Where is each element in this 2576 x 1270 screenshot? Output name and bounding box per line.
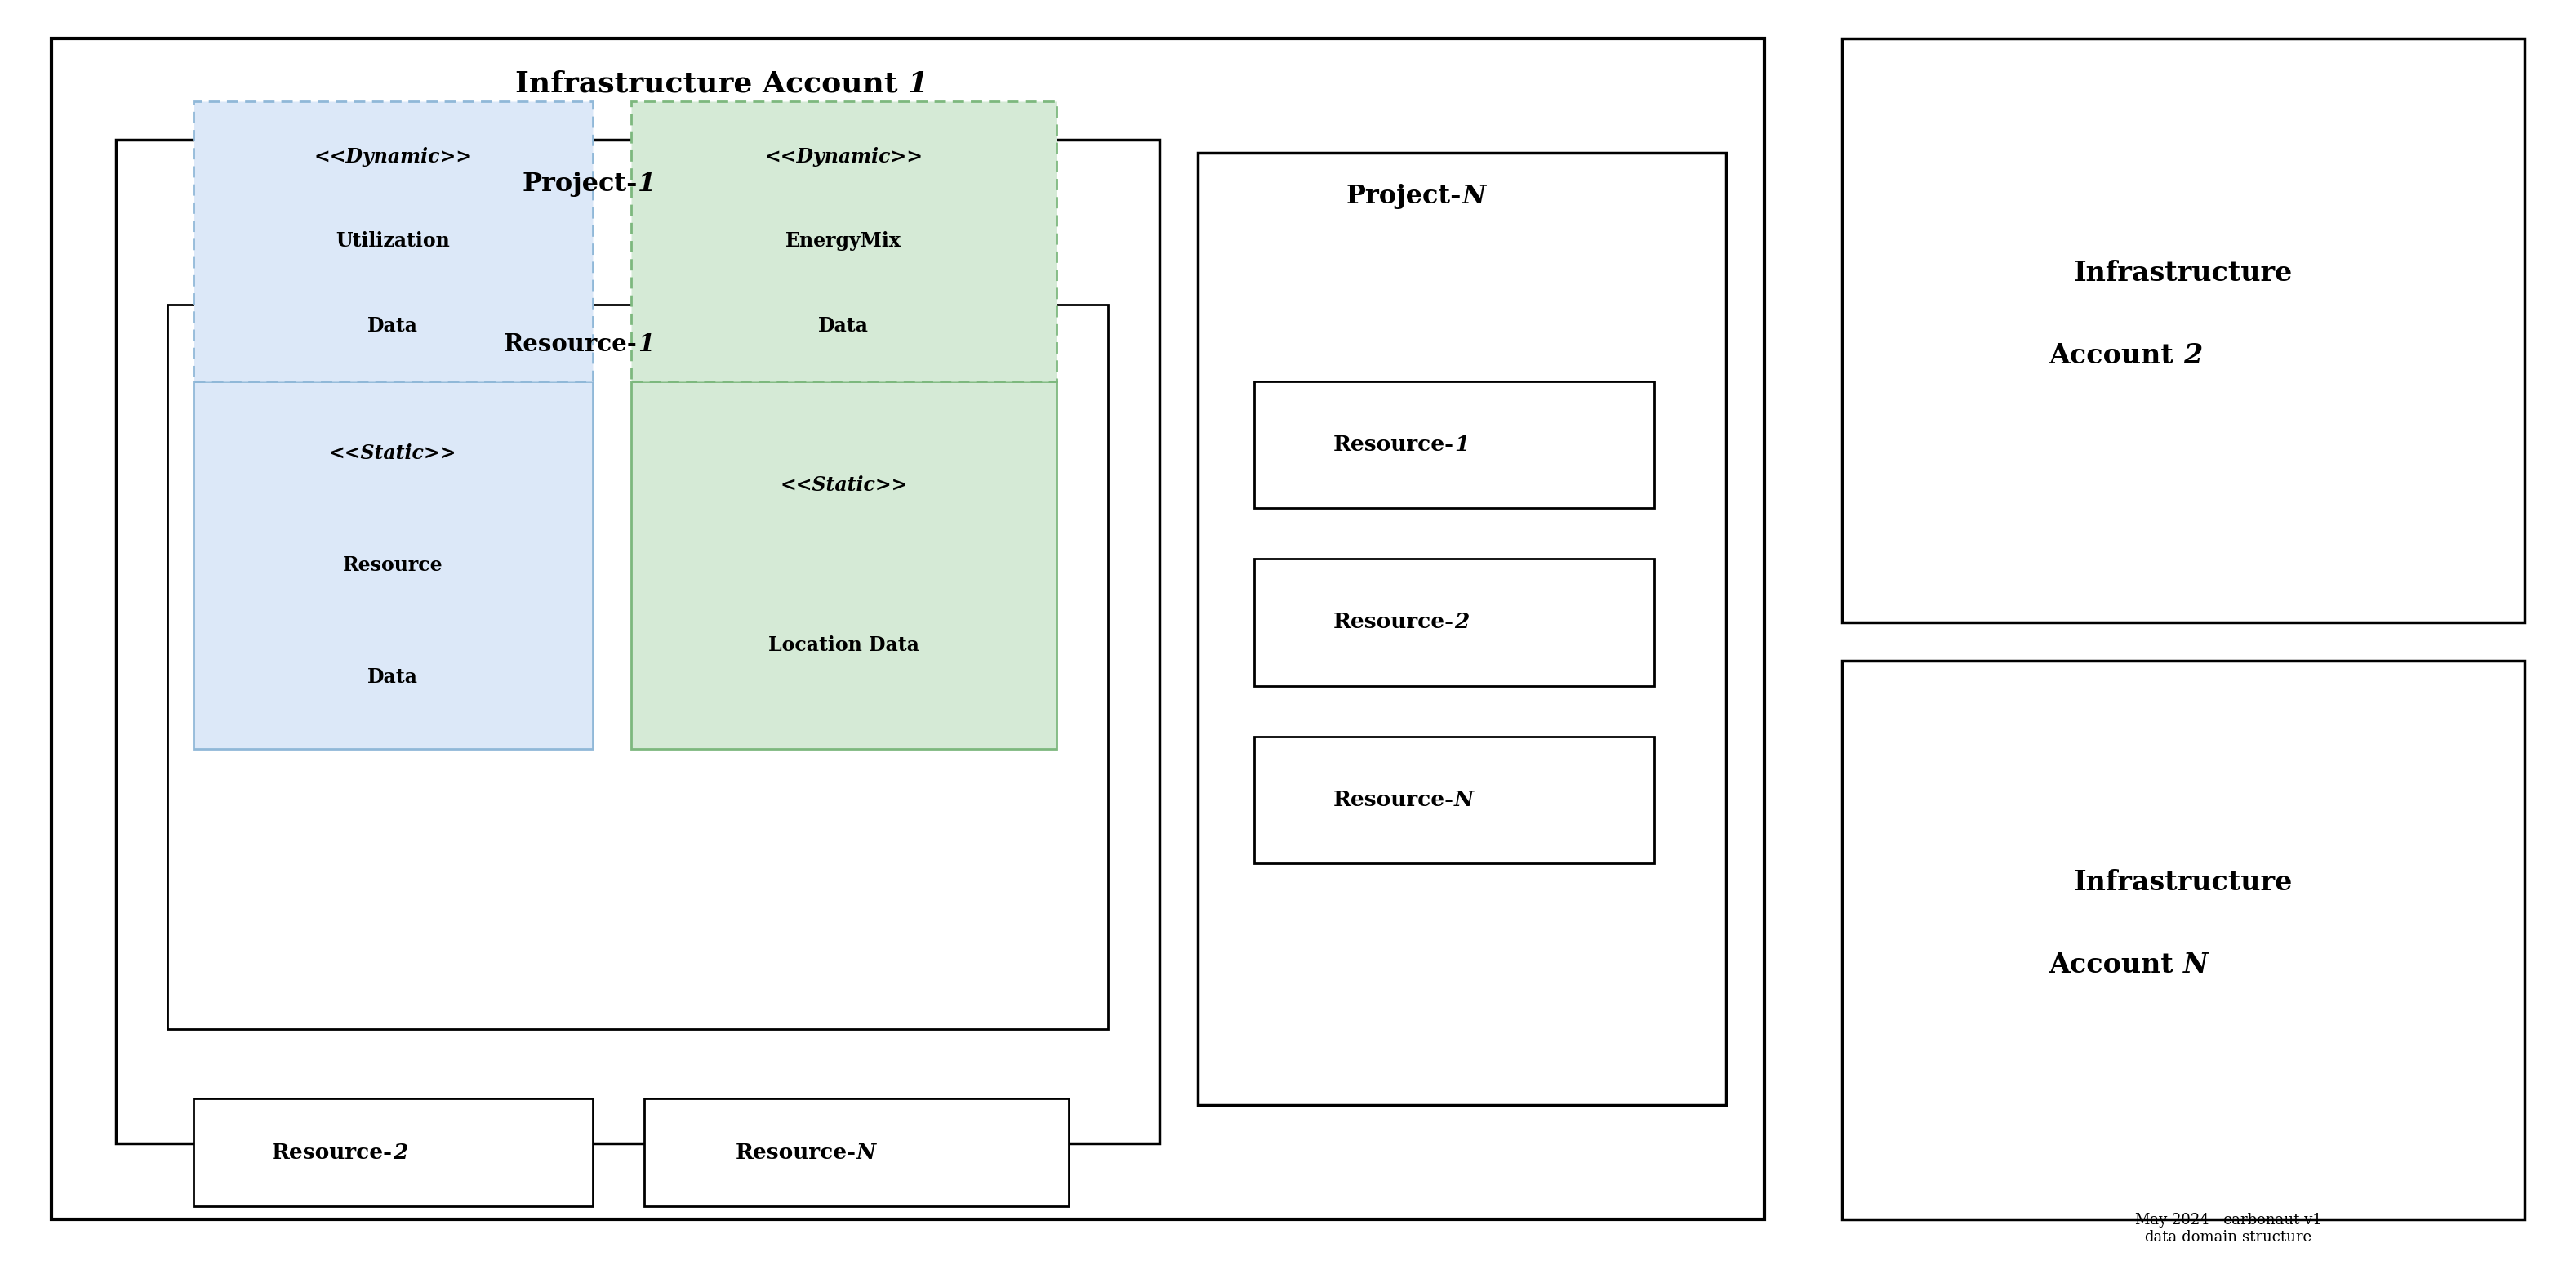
Bar xyxy=(1842,660,2524,1219)
Text: Resource-: Resource- xyxy=(1334,612,1453,632)
Text: 2: 2 xyxy=(392,1142,407,1163)
Bar xyxy=(1198,152,1726,1105)
Text: N: N xyxy=(2182,951,2208,979)
Text: Resource-: Resource- xyxy=(737,1142,858,1163)
Text: 1: 1 xyxy=(1453,434,1468,455)
Text: N: N xyxy=(1463,184,1486,210)
Text: 1: 1 xyxy=(909,70,927,98)
Text: Infrastructure: Infrastructure xyxy=(2074,259,2293,287)
Text: <<Static>>: <<Static>> xyxy=(781,475,907,495)
Text: Infrastructure Account: Infrastructure Account xyxy=(515,70,909,98)
Text: Utilization: Utilization xyxy=(335,231,451,251)
Text: 2: 2 xyxy=(1453,612,1468,632)
Bar xyxy=(193,1099,592,1206)
Text: 2: 2 xyxy=(2182,342,2202,370)
Text: Location Data: Location Data xyxy=(768,635,920,655)
Text: EnergyMix: EnergyMix xyxy=(786,231,902,251)
Bar xyxy=(167,305,1108,1029)
Text: <<Static>>: <<Static>> xyxy=(330,443,456,464)
Text: Resource-: Resource- xyxy=(273,1142,392,1163)
Bar xyxy=(644,1099,1069,1206)
Text: Data: Data xyxy=(368,667,417,687)
Text: Resource: Resource xyxy=(343,555,443,575)
Text: Data: Data xyxy=(819,316,868,335)
Text: 1: 1 xyxy=(639,333,654,357)
Text: N: N xyxy=(1453,790,1473,810)
Bar xyxy=(193,381,592,749)
Text: Account: Account xyxy=(2048,951,2182,979)
Text: <<Dynamic>>: <<Dynamic>> xyxy=(765,147,922,166)
Bar xyxy=(193,102,592,381)
Text: N: N xyxy=(858,1142,876,1163)
Text: Resource-: Resource- xyxy=(1334,434,1453,455)
Bar xyxy=(1255,559,1654,686)
Text: Data: Data xyxy=(368,316,417,335)
Text: Account: Account xyxy=(2048,342,2182,370)
Text: 1: 1 xyxy=(639,171,657,197)
Bar xyxy=(631,102,1056,381)
Text: Project-: Project- xyxy=(523,171,639,197)
Bar xyxy=(1255,381,1654,508)
Text: Resource-: Resource- xyxy=(1334,790,1453,810)
Bar xyxy=(1842,38,2524,622)
Bar xyxy=(116,140,1159,1143)
Text: Infrastructure: Infrastructure xyxy=(2074,869,2293,897)
Text: May 2024 - carbonaut v1
data-domain-structure: May 2024 - carbonaut v1 data-domain-stru… xyxy=(2136,1213,2321,1245)
Bar xyxy=(1255,737,1654,864)
Text: Project-: Project- xyxy=(1347,184,1463,210)
Bar xyxy=(631,381,1056,749)
Text: <<Dynamic>>: <<Dynamic>> xyxy=(314,147,471,166)
Text: Resource-: Resource- xyxy=(505,333,639,357)
Bar xyxy=(52,38,1765,1219)
